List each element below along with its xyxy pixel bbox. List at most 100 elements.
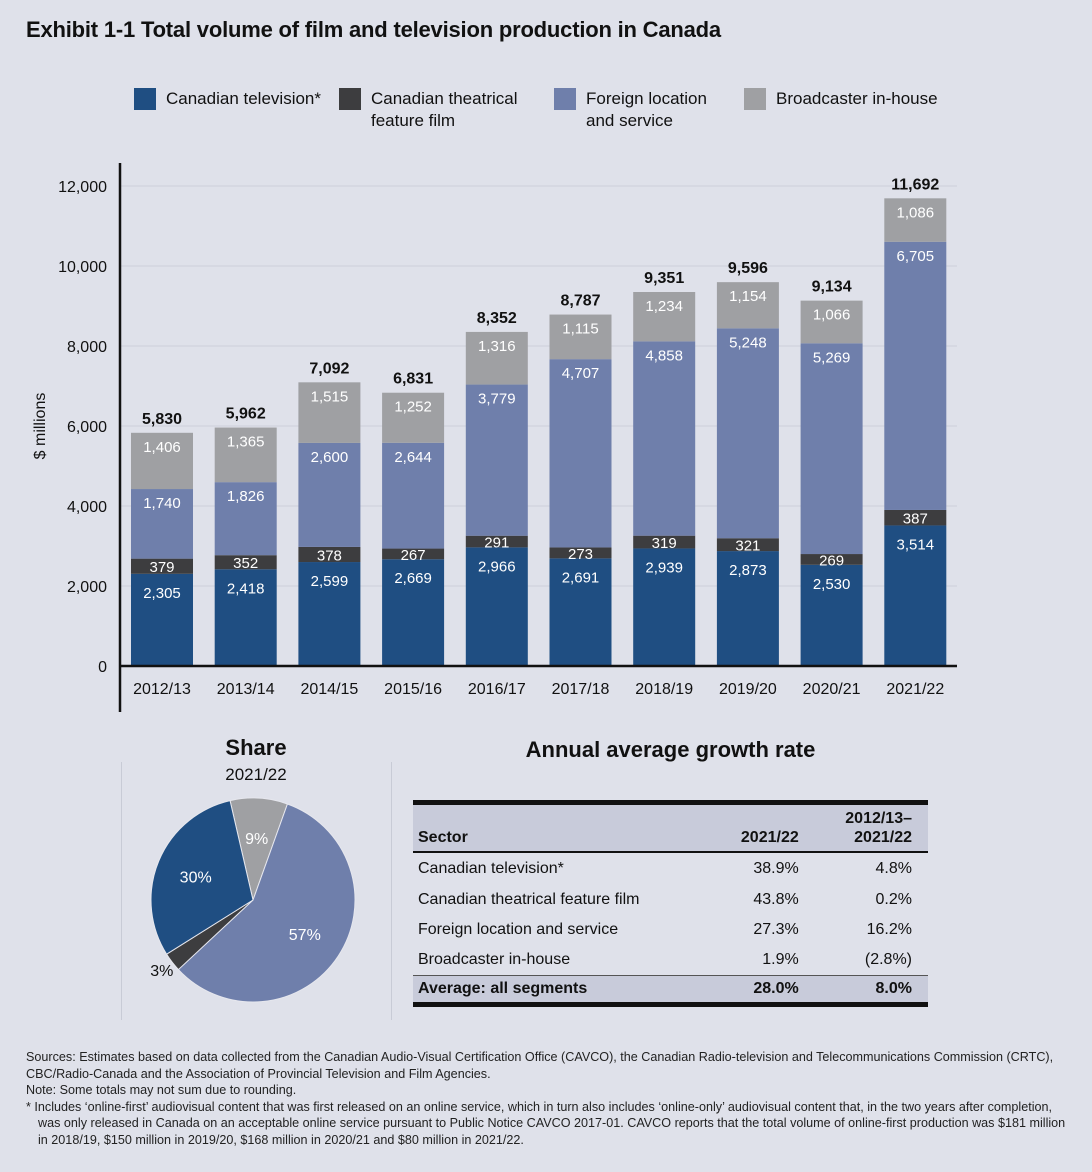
rate-2021-22: 1.9% xyxy=(762,951,799,968)
data-label: 1,365 xyxy=(227,434,265,451)
rate-period: 4.8% xyxy=(875,860,912,877)
total-label: 5,830 xyxy=(142,411,182,428)
data-label: 269 xyxy=(819,552,844,569)
data-label: 6,705 xyxy=(897,248,935,265)
data-label: 3,779 xyxy=(478,391,516,408)
bar-segment xyxy=(298,442,361,547)
bar-segment xyxy=(884,509,947,526)
data-label: 1,234 xyxy=(645,298,683,315)
x-tick-label: 2018/19 xyxy=(635,681,693,698)
bar-segment xyxy=(131,489,193,559)
bar-segment xyxy=(800,300,863,344)
header-period-line1: 2012/13– xyxy=(845,810,912,827)
data-label: 2,939 xyxy=(645,559,683,576)
legend-swatch xyxy=(134,88,156,110)
total-label: 7,092 xyxy=(309,360,349,377)
stacked-bar-chart: 0 2,000 4,000 6,000 8,000 10,000 12,000 $ milli… xyxy=(32,163,957,712)
data-label: 2,600 xyxy=(311,449,349,466)
footnote: * Includes ‘online-first’ audiovisual co… xyxy=(26,1099,1066,1147)
bar-segment xyxy=(884,241,947,510)
data-label: 319 xyxy=(652,535,677,552)
share-pie-chart: 9% 57% 3% 30% xyxy=(150,797,356,1003)
data-label: 2,873 xyxy=(729,562,767,579)
data-label: 2,599 xyxy=(311,573,349,590)
data-label: 1,515 xyxy=(311,388,349,405)
bar-segment xyxy=(633,535,696,549)
total-label: 8,787 xyxy=(560,293,600,310)
x-tick-label: 2015/16 xyxy=(384,681,442,698)
table-row: Broadcaster in-house 1.9% (2.8%) xyxy=(413,945,928,976)
legend-swatch xyxy=(744,88,766,110)
divider xyxy=(391,762,392,1020)
pie-label: 3% xyxy=(150,963,173,980)
data-label: 291 xyxy=(484,535,509,552)
bar-segment xyxy=(716,328,779,539)
bar-segment xyxy=(884,525,947,666)
bar-segment xyxy=(800,554,863,565)
data-label: 1,406 xyxy=(143,439,181,456)
bar-segment xyxy=(716,282,779,329)
data-label: 2,530 xyxy=(813,576,851,593)
exhibit-title: Exhibit 1-1 Total volume of film and tel… xyxy=(26,17,721,42)
bar-segment xyxy=(549,314,612,360)
data-label: 5,269 xyxy=(813,349,851,366)
bar-segment xyxy=(549,359,612,548)
bar-segment xyxy=(884,198,947,242)
legend-swatch xyxy=(554,88,576,110)
data-label: 379 xyxy=(149,559,174,576)
data-label: 2,691 xyxy=(562,569,600,586)
x-tick-label: 2016/17 xyxy=(468,681,526,698)
legend-label: Canadian theatrical feature film xyxy=(371,89,518,130)
total-label: 11,692 xyxy=(891,176,939,193)
sector: Canadian television* xyxy=(418,860,564,877)
y-tick-label: 6,000 xyxy=(67,419,107,436)
bar-segment xyxy=(382,442,445,549)
pie-slice xyxy=(150,800,254,955)
x-tick-label: 2013/14 xyxy=(217,681,275,698)
header-period-line2: 2021/22 xyxy=(854,829,912,846)
total-label: 6,831 xyxy=(393,371,433,388)
data-label: 2,418 xyxy=(227,580,265,597)
bar-segment xyxy=(633,292,696,342)
notes: Sources: Estimates based on data collect… xyxy=(26,1049,1066,1148)
legend-item-inhouse: Broadcaster in-house xyxy=(744,88,938,132)
data-label: 4,707 xyxy=(562,365,600,382)
x-tick-label: 2014/15 xyxy=(300,681,358,698)
table-row-average: Average: all segments 28.0% 8.0% xyxy=(413,975,928,1005)
total-label: 9,596 xyxy=(728,260,768,277)
pie-label: 57% xyxy=(289,927,321,944)
data-label: 1,252 xyxy=(394,399,432,416)
y-tick-label: 2,000 xyxy=(67,579,107,596)
data-label: 321 xyxy=(735,538,760,555)
legend-label: Foreign location and service xyxy=(586,89,707,130)
data-label: 1,740 xyxy=(143,495,181,512)
bar-segment xyxy=(633,548,696,666)
x-tick-label: 2017/18 xyxy=(552,681,610,698)
bar-segment xyxy=(465,535,528,548)
x-tick-label: 2012/13 xyxy=(133,681,191,698)
y-tick-label: 10,000 xyxy=(58,259,107,276)
total-label: 5,962 xyxy=(226,406,266,423)
legend-item-canadian-tv: Canadian television* xyxy=(134,88,321,132)
legend-item-theatrical: Canadian theatrical feature film xyxy=(339,88,536,132)
data-label: 2,644 xyxy=(394,449,432,466)
pie-slice xyxy=(177,803,356,1003)
bar-segment xyxy=(465,331,528,385)
data-label: 273 xyxy=(568,546,593,563)
bar-segment xyxy=(131,573,193,666)
legend-label: Canadian television* xyxy=(166,89,321,108)
rate-period: 16.2% xyxy=(866,921,912,938)
y-tick-label: 8,000 xyxy=(67,339,107,356)
sources-note: Sources: Estimates based on data collect… xyxy=(26,1050,1054,1081)
y-axis-label: $ millions xyxy=(32,393,49,460)
pie-subtitle: 2021/22 xyxy=(225,765,287,784)
bar-segment xyxy=(800,564,863,666)
rate-period: 8.0% xyxy=(875,980,912,997)
data-label: 2,669 xyxy=(394,570,432,587)
bar-segment xyxy=(214,555,277,570)
data-label: 1,066 xyxy=(813,307,851,324)
pie-label: 30% xyxy=(180,869,212,886)
bar-segment xyxy=(549,547,612,559)
bar-segment xyxy=(131,558,193,574)
bar-segment xyxy=(800,343,863,555)
